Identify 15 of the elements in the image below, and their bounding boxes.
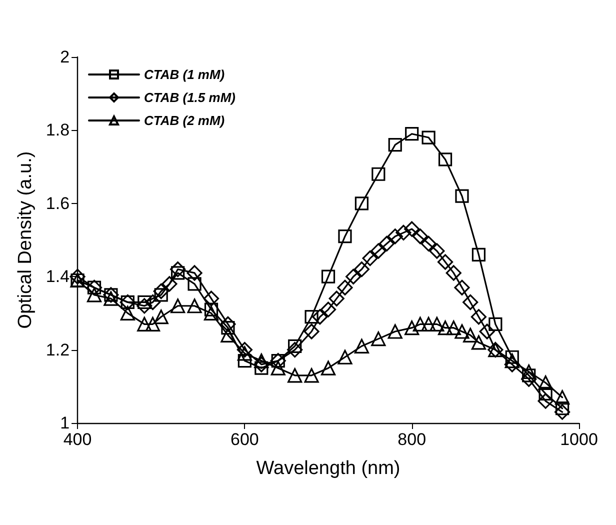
legend-label: CTAB (2 mM)	[144, 113, 225, 128]
y-axis-title: Optical Density (a.u.)	[15, 151, 36, 329]
x-axis-title: Wavelength (nm)	[256, 458, 400, 479]
y-tick-label: 1.8	[46, 120, 70, 140]
y-tick-label: 1	[60, 414, 70, 432]
y-tick-label: 1.6	[46, 194, 70, 213]
y-tick-label: 1.2	[46, 340, 70, 360]
x-tick-label: 600	[230, 430, 259, 449]
legend-label: CTAB (1 mM)	[144, 67, 225, 82]
y-tick-label: 1.4	[46, 267, 70, 286]
x-tick-label: 1000	[560, 430, 598, 449]
x-tick-label: 800	[398, 430, 426, 449]
legend-label: CTAB (1.5 mM)	[144, 90, 236, 105]
y-tick-label: 2	[60, 48, 70, 66]
x-tick-label: 400	[63, 430, 92, 449]
